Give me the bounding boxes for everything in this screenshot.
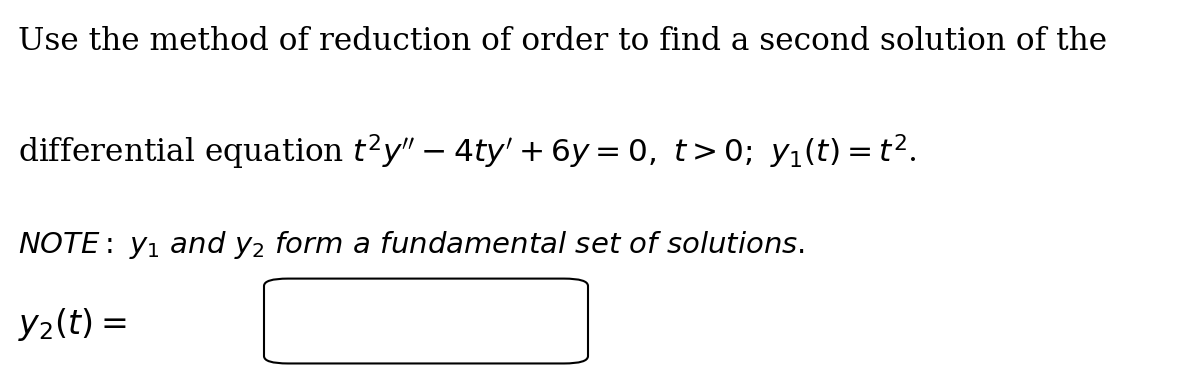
Text: $y_2(t) =$: $y_2(t) =$ bbox=[18, 306, 126, 343]
Text: differential equation $t^2y'' - 4ty' + 6y = 0,\ t > 0;\ y_1(t) = t^2$.: differential equation $t^2y'' - 4ty' + 6… bbox=[18, 133, 917, 172]
FancyBboxPatch shape bbox=[264, 279, 588, 363]
Text: Use the method of reduction of order to find a second solution of the: Use the method of reduction of order to … bbox=[18, 26, 1108, 57]
Text: $\mathit{NOTE{:}\ y_1\ and\ y_2\ form\ a\ fundamental\ set\ of\ solutions.}$: $\mathit{NOTE{:}\ y_1\ and\ y_2\ form\ a… bbox=[18, 229, 805, 261]
